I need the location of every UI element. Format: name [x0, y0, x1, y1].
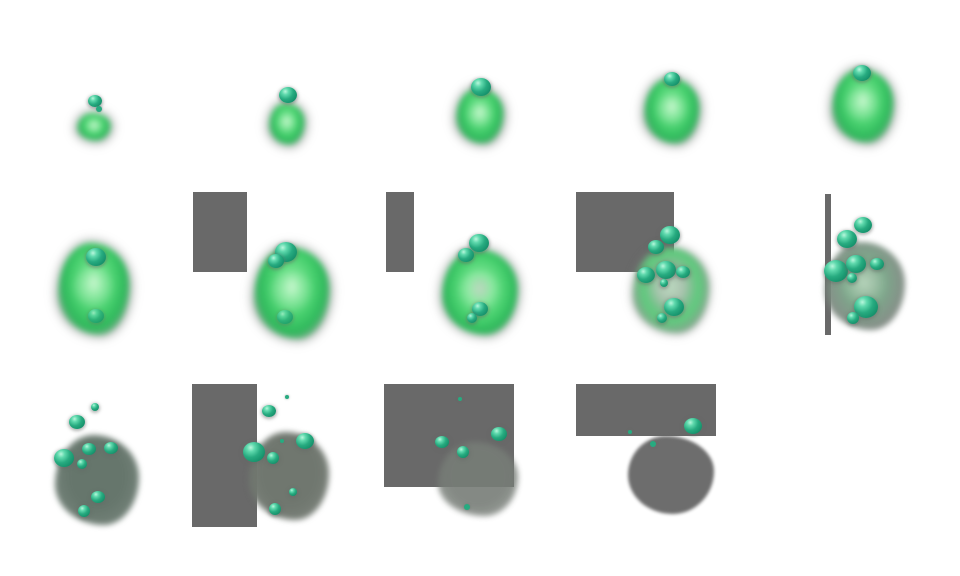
smoke-cloud [633, 247, 709, 333]
bubble [648, 240, 664, 254]
smoke-cloud [269, 103, 305, 145]
bubble [69, 415, 85, 429]
sprite-frame-4 [576, 0, 768, 192]
bubble [870, 258, 884, 270]
bubble [657, 313, 667, 323]
bubble [279, 87, 297, 103]
bubble [847, 273, 857, 283]
sprite-frame-7 [192, 192, 384, 384]
smoke-cloud [77, 113, 111, 141]
bubble [471, 78, 491, 96]
bubble [96, 106, 102, 112]
smoke-cloud [644, 78, 700, 144]
smoke-cloud [825, 242, 905, 330]
bubble [435, 436, 449, 448]
bubble [91, 403, 99, 411]
bubble [837, 230, 857, 248]
smoke-cloud [438, 442, 518, 516]
bubble [650, 441, 656, 447]
bubble [243, 442, 265, 462]
sprite-frame-15 [768, 384, 960, 576]
bubble [458, 397, 462, 401]
gray-rect [386, 192, 414, 272]
bubble [664, 298, 684, 316]
bubble [262, 405, 276, 417]
bubble [660, 279, 668, 287]
bubble [104, 442, 118, 454]
bubble [82, 443, 96, 455]
bubble [78, 505, 90, 517]
bubble [269, 503, 281, 515]
bubble [676, 266, 690, 278]
sprite-frame-8 [384, 192, 576, 384]
smoke-cloud [456, 88, 504, 144]
bubble [854, 296, 878, 318]
bubble [86, 248, 106, 266]
bubble [467, 313, 477, 323]
bubble [628, 430, 632, 434]
bubble [277, 310, 293, 324]
bubble [847, 312, 859, 324]
bubble [464, 504, 470, 510]
smoke-cloud [832, 69, 894, 143]
sprite-frame-3 [384, 0, 576, 192]
bubble [88, 309, 104, 323]
sprite-frame-13 [384, 384, 576, 576]
sprite-frame-14 [576, 384, 768, 576]
bubble [664, 72, 680, 86]
bubble [54, 449, 74, 467]
bubble [280, 439, 284, 443]
bubble [684, 418, 702, 434]
sprite-frame-2 [192, 0, 384, 192]
bubble [296, 433, 314, 449]
bubble [854, 217, 872, 233]
sprite-frame-1 [0, 0, 192, 192]
sprite-frame-11 [0, 384, 192, 576]
smoke-cloud [442, 249, 518, 335]
bubble [637, 267, 655, 283]
bubble [656, 261, 676, 279]
bubble [660, 226, 680, 244]
smoke-cloud [55, 435, 139, 525]
bubble [285, 395, 289, 399]
sprite-frame-5 [768, 0, 960, 192]
bubble [268, 254, 284, 268]
bubble [458, 248, 474, 262]
bubble [469, 234, 489, 252]
bubble [91, 491, 105, 503]
sprite-frame-6 [0, 192, 192, 384]
bubble [267, 452, 279, 464]
bubble [853, 65, 871, 81]
smoke-cloud [254, 247, 330, 339]
sprite-frame-12 [192, 384, 384, 576]
bubble [88, 95, 102, 107]
bubble [824, 260, 848, 282]
gray-rect [193, 192, 247, 272]
smoke-cloud [628, 436, 714, 514]
bubble [491, 427, 507, 441]
sprite-frame-10 [768, 192, 960, 384]
bubble [77, 459, 87, 469]
bubble [472, 302, 488, 316]
bubble [289, 488, 297, 496]
sprite-frame-9 [576, 192, 768, 384]
bubble [846, 255, 866, 273]
bubble [457, 446, 469, 458]
